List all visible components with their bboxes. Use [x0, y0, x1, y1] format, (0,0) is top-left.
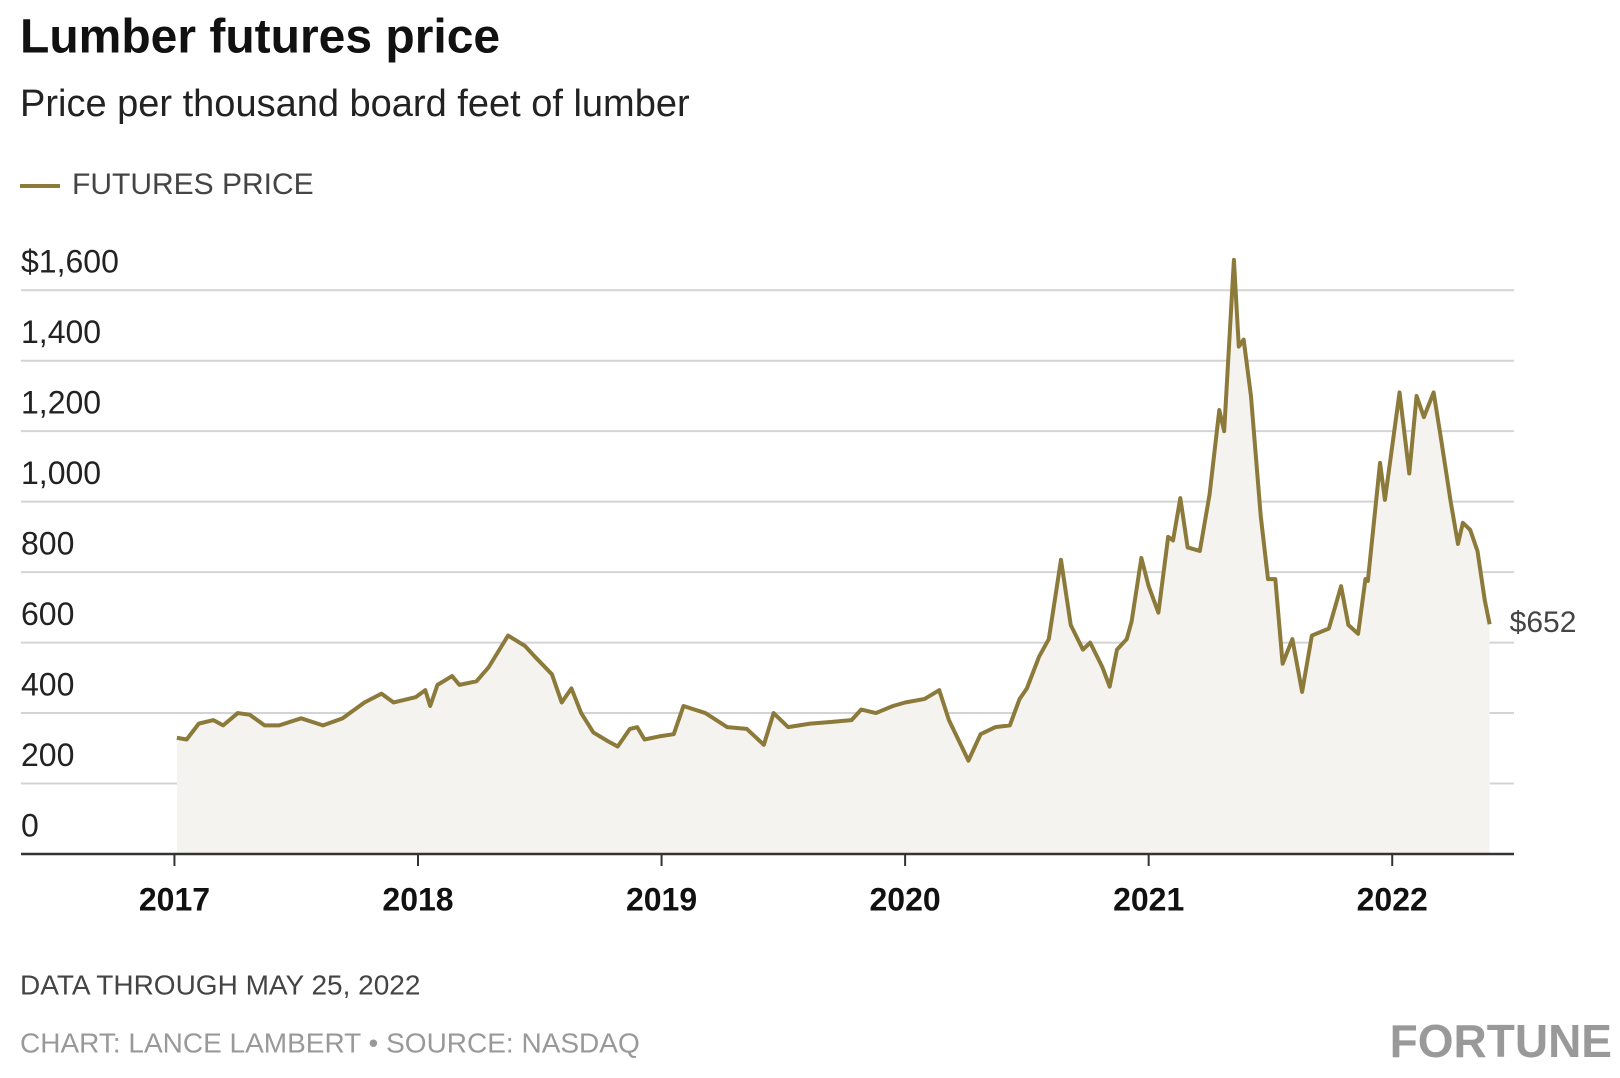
x-tick-label: 2017 [139, 881, 210, 917]
footnote: DATA THROUGH MAY 25, 2022 [20, 969, 420, 1000]
x-tick-label: 2022 [1357, 881, 1428, 917]
y-tick-label: 200 [21, 737, 74, 773]
y-tick-label: 1,200 [21, 385, 101, 421]
x-tick-label: 2021 [1113, 881, 1184, 917]
chart-subtitle: Price per thousand board feet of lumber [20, 83, 690, 125]
y-tick-label: 1,400 [21, 314, 101, 350]
y-tick-label: $1,600 [21, 244, 119, 280]
line [176, 257, 1492, 763]
y-tick-label: 400 [21, 667, 74, 703]
y-tick-label: 1,000 [21, 455, 101, 491]
area [176, 259, 1490, 854]
y-tick-label: 600 [21, 596, 74, 632]
x-tick-label: 2018 [382, 881, 453, 917]
credit: CHART: LANCE LAMBERT • SOURCE: NASDAQ [20, 1027, 640, 1058]
value-label: $652 [1510, 606, 1577, 639]
y-tick-label: 800 [21, 526, 74, 562]
chart-title: Lumber futures price [20, 11, 500, 64]
logo: FORTUNE [1390, 1015, 1612, 1067]
legend-label: FUTURES PRICE [72, 168, 314, 201]
x-tick-label: 2019 [626, 881, 697, 917]
y-tick-label: 0 [21, 807, 39, 843]
x-tick-label: 2020 [870, 881, 941, 917]
